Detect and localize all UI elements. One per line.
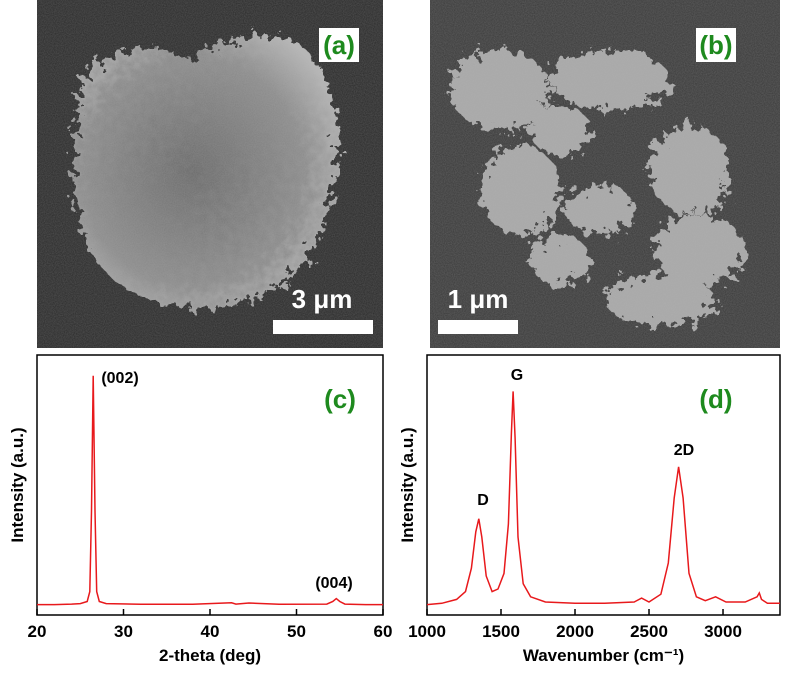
x-axis-label: Wavenumber (cm⁻¹) (523, 646, 684, 665)
panel-label: (b) (699, 30, 732, 60)
sem-image-a (37, 0, 383, 348)
x-tick-label: 2500 (630, 622, 668, 641)
y-axis-label: Intensity (a.u.) (8, 427, 27, 542)
x-tick-label: 40 (201, 622, 220, 641)
plot-frame (426, 354, 781, 616)
x-tick-label: 30 (114, 622, 133, 641)
sem-image-b (430, 0, 780, 348)
panel-label: (c) (324, 384, 356, 414)
peak-label: 2D (674, 442, 694, 459)
x-tick-label: 60 (374, 622, 393, 641)
scale-label: 3 μm (292, 284, 353, 314)
scale-label: 1 μm (448, 284, 509, 314)
peak-label: D (477, 492, 489, 509)
data-line (37, 375, 383, 606)
x-tick-label: 20 (28, 622, 47, 641)
panel-label: (a) (323, 30, 355, 60)
data-line (426, 391, 780, 606)
peak-label: (004) (315, 575, 352, 592)
x-tick-label: 3000 (704, 622, 742, 641)
x-axis-label: 2-theta (deg) (159, 646, 261, 665)
panel-label: (d) (699, 384, 732, 414)
x-tick-label: 1000 (408, 622, 446, 641)
peak-label: (002) (101, 370, 138, 387)
x-tick-label: 50 (287, 622, 306, 641)
x-tick-label: 2000 (556, 622, 594, 641)
peak-label: G (511, 367, 523, 384)
x-tick-label: 1500 (482, 622, 520, 641)
y-axis-label: Intensity (a.u.) (398, 427, 417, 542)
